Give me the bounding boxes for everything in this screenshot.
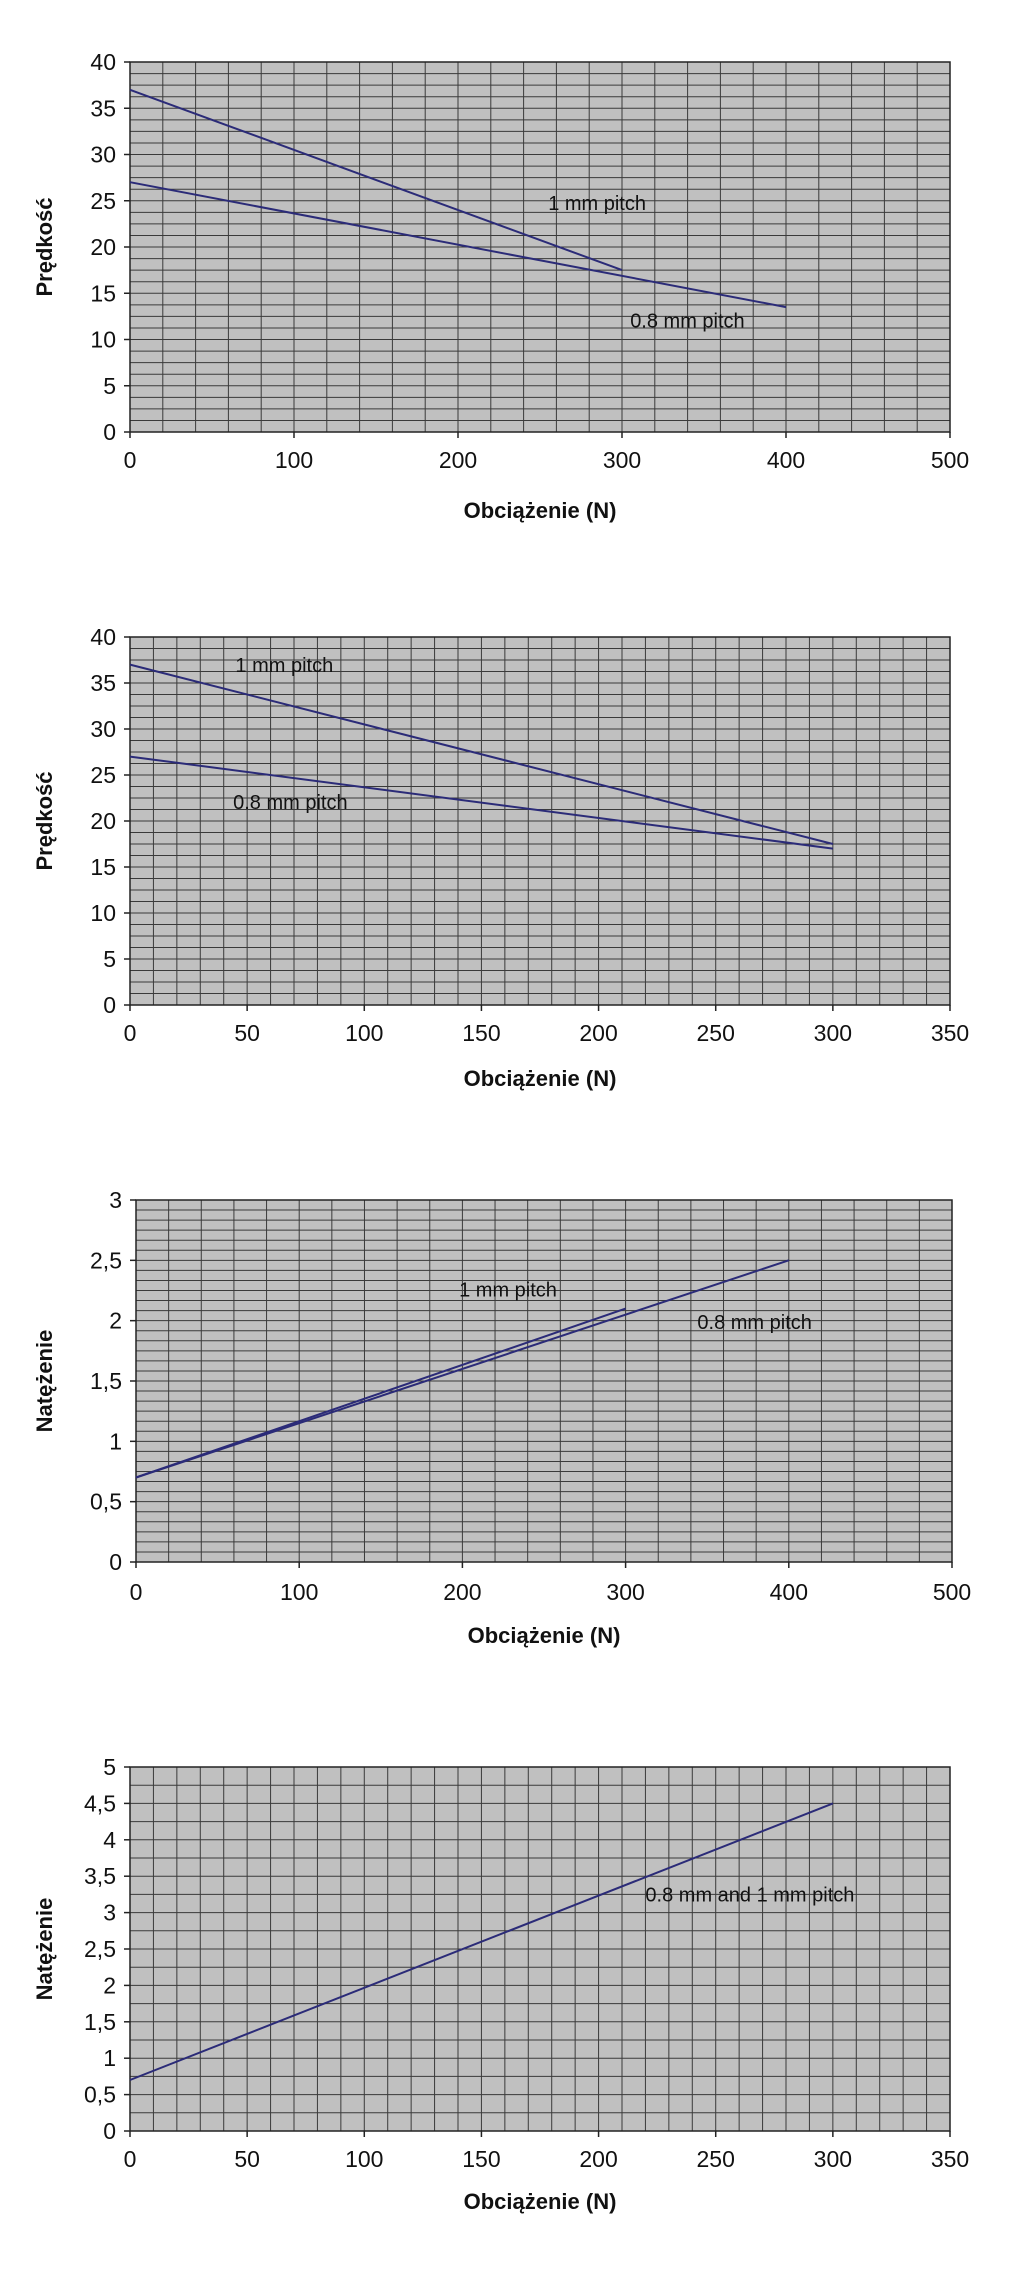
series-annotation: 1 mm pitch: [548, 193, 646, 215]
y-tick-label: 40: [90, 624, 116, 650]
y-tick-label: 0: [109, 1549, 122, 1575]
chart-speed-load-2: 0 5 10 15 20 25 30 35 40 0 50 100 150 200 250 300 350 Obc…: [0, 580, 1024, 1140]
grid: [129, 1766, 951, 2132]
y-tick-label: 15: [90, 854, 116, 880]
x-tick-label: 300: [814, 2146, 852, 2172]
series-line-1: [129, 1802, 834, 2081]
chart-current-load-1: 0 0,5 1 1,5 2 2,5 3 0 100 200 300 400 500 Obciążenie …: [0, 1160, 1024, 1720]
y-tick-label: 0: [103, 992, 116, 1018]
y-tick-label: 20: [90, 234, 116, 260]
x-tick-label: 200: [579, 2146, 617, 2172]
grid: [129, 61, 951, 433]
y-tick-label: 20: [90, 808, 116, 834]
chart-speed-load-1: 0 5 10 15 20 25 30 35 40 0 100 200 300 400 500 Obciążen…: [0, 0, 1024, 560]
y-tick-label: 25: [90, 188, 116, 214]
series-line-2: [129, 755, 834, 850]
y-tick-label: 3: [109, 1187, 122, 1213]
x-tick-label: 100: [280, 1579, 318, 1605]
y-axis-title: Natężenie: [32, 1330, 57, 1433]
series-annotation: 1 mm pitch: [235, 655, 333, 677]
series-annotation: 0.8 mm pitch: [233, 792, 347, 814]
y-tick-label: 40: [90, 49, 116, 75]
x-tick-label: 200: [439, 447, 477, 473]
y-tick-label: 5: [103, 373, 116, 399]
series-annotation: 0.8 mm pitch: [697, 1312, 811, 1334]
x-axis-title: Obciążenie (N): [464, 1066, 617, 1091]
y-tick-label: 35: [90, 95, 116, 121]
series-line-1: [129, 88, 623, 272]
x-tick-label: 200: [579, 1020, 617, 1046]
y-tick-label: 3,5: [84, 1863, 116, 1889]
series-line-2: [129, 181, 787, 309]
x-tick-label: 250: [697, 2146, 735, 2172]
x-tick-label: 150: [462, 1020, 500, 1046]
chart-svg: 0 0,5 1 1,5 2 2,5 3 0 100 200 300 400 500 Obciążenie …: [32, 1187, 971, 1648]
x-tick-label: 0: [130, 1579, 143, 1605]
y-tick-label: 10: [90, 327, 116, 353]
x-tick-label: 50: [234, 1020, 260, 1046]
x-tick-label: 50: [234, 2146, 260, 2172]
x-tick-label: 250: [697, 1020, 735, 1046]
x-tick-label: 100: [345, 1020, 383, 1046]
x-tick-label: 350: [931, 2146, 969, 2172]
x-axis-title: Obciążenie (N): [468, 1623, 621, 1648]
series-annotation: 0.8 mm pitch: [630, 310, 744, 332]
series-annotation: 0.8 mm and 1 mm pitch: [645, 1885, 854, 1907]
y-tick-label: 0: [103, 419, 116, 445]
x-axis-title: Obciążenie (N): [464, 2189, 617, 2214]
x-tick-label: 200: [443, 1579, 481, 1605]
x-axis-title: Obciążenie (N): [464, 498, 617, 523]
y-tick-label: 4: [103, 1827, 116, 1853]
x-tick-label: 400: [767, 447, 805, 473]
x-tick-label: 400: [770, 1579, 808, 1605]
chart-svg: 0 5 10 15 20 25 30 35 40 0 50 100 150 200 250 300 350 Obc…: [32, 624, 969, 1091]
x-tick-label: 0: [124, 2146, 137, 2172]
series-line-1: [129, 663, 834, 845]
y-tick-label: 2,5: [90, 1247, 122, 1273]
y-tick-label: 3: [103, 1900, 116, 1926]
y-tick-label: 15: [90, 280, 116, 306]
x-tick-label: 100: [275, 447, 313, 473]
x-tick-label: 300: [606, 1579, 644, 1605]
y-axis-title: Prędkość: [32, 771, 57, 870]
y-tick-label: 1,5: [90, 1368, 122, 1394]
x-tick-label: 300: [603, 447, 641, 473]
y-tick-label: 2: [109, 1308, 122, 1334]
x-tick-label: 350: [931, 1020, 969, 1046]
y-tick-label: 0: [103, 2118, 116, 2144]
x-tick-label: 150: [462, 2146, 500, 2172]
y-tick-label: 5: [103, 1754, 116, 1780]
y-axis-title: Prędkość: [32, 197, 57, 296]
y-tick-label: 25: [90, 762, 116, 788]
x-tick-label: 300: [814, 1020, 852, 1046]
y-tick-label: 1,5: [84, 2009, 116, 2035]
y-tick-label: 2,5: [84, 1936, 116, 1962]
series-annotation: 1 mm pitch: [459, 1280, 557, 1302]
y-tick-label: 4,5: [84, 1790, 116, 1816]
y-tick-label: 0,5: [84, 2082, 116, 2108]
y-tick-label: 2: [103, 1972, 116, 1998]
y-tick-label: 1: [103, 2045, 116, 2071]
y-tick-label: 30: [90, 142, 116, 168]
x-tick-label: 0: [124, 447, 137, 473]
x-tick-label: 100: [345, 2146, 383, 2172]
x-tick-label: 500: [933, 1579, 971, 1605]
y-tick-label: 30: [90, 716, 116, 742]
chart-svg: 00,511,522,533,544,550 50 100 150 200 250 300 3…: [32, 1754, 969, 2214]
x-tick-label: 0: [124, 1020, 137, 1046]
y-axis-title: Natężenie: [32, 1898, 57, 2001]
y-tick-label: 5: [103, 946, 116, 972]
series-line-2: [135, 1259, 790, 1479]
y-tick-label: 1: [109, 1428, 122, 1454]
y-tick-label: 35: [90, 670, 116, 696]
x-tick-label: 500: [931, 447, 969, 473]
chart-current-load-2: 0 0,5 1 1,5 2 2,5 3 3,5 4 4,5 5 0 50 100 150 200 250 300 3…: [0, 1735, 1024, 2285]
y-tick-label: 0,5: [90, 1489, 122, 1515]
y-tick-label: 10: [90, 900, 116, 926]
